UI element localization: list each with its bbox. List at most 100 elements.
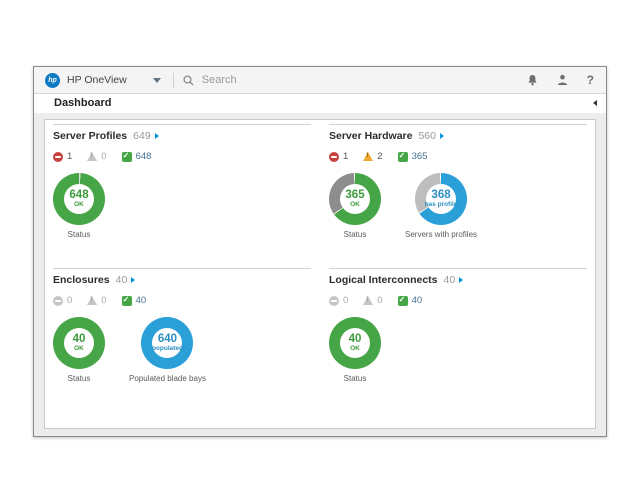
- user-icon[interactable]: [557, 74, 568, 86]
- blade-bays-donut[interactable]: 640 populated Populated blade bays: [129, 317, 206, 383]
- warning-count: 0: [377, 295, 383, 306]
- critical-icon: [329, 151, 339, 162]
- panel-count-link[interactable]: 649: [133, 130, 151, 142]
- critical-icon: [53, 295, 63, 306]
- critical-icon: [53, 151, 63, 162]
- warning-icon: [363, 152, 374, 161]
- ok-icon: [397, 295, 408, 306]
- search-input[interactable]: [199, 73, 504, 87]
- donut-sublabel: populated: [151, 345, 183, 352]
- donut-value: 40: [72, 332, 86, 345]
- warning-status[interactable]: 0: [87, 295, 107, 306]
- donut-label: Status: [67, 230, 91, 239]
- donut-value: 368: [431, 188, 451, 201]
- chevron-right-icon[interactable]: [131, 277, 136, 283]
- donut-value: 640: [157, 332, 178, 345]
- donut-label: Status: [343, 374, 367, 383]
- status-donut[interactable]: 648 OK Status: [53, 173, 105, 239]
- ok-icon: [121, 151, 132, 162]
- status-summary: 0 0 40: [329, 295, 587, 306]
- critical-count: 0: [67, 295, 73, 306]
- page-title: Dashboard: [54, 97, 112, 109]
- ok-count: 40: [135, 295, 147, 306]
- chevron-right-icon[interactable]: [440, 133, 444, 139]
- status-donut[interactable]: 40 OK Status: [329, 317, 381, 383]
- critical-count: 1: [67, 151, 73, 162]
- nav-band: Dashboard: [34, 94, 606, 112]
- ok-icon: [397, 151, 408, 162]
- ok-count: 40: [411, 295, 423, 306]
- donut-center: 648 OK: [64, 184, 94, 214]
- donut-value: 365: [345, 188, 365, 201]
- panel-title: Logical Interconnects: [329, 274, 438, 286]
- critical-count: 1: [343, 151, 349, 162]
- donut-value: 40: [348, 332, 362, 345]
- donut-center: 640 populated: [151, 328, 183, 358]
- help-icon[interactable]: ?: [586, 73, 594, 87]
- warning-count: 2: [377, 151, 383, 162]
- search-area: [183, 73, 527, 87]
- ok-icon: [121, 295, 132, 306]
- panel-title: Server Hardware: [329, 130, 413, 142]
- top-bar: hp HP OneView ?: [34, 67, 606, 94]
- donut-label: Status: [343, 230, 367, 239]
- donut-center: 40 OK: [64, 328, 94, 358]
- dashboard-panel: Server Profiles 649 1 0 648: [44, 119, 596, 429]
- donut-chart: 640 populated: [141, 317, 194, 369]
- donut-chart: 648 OK: [53, 173, 105, 225]
- donut-center: 365 OK: [340, 184, 370, 214]
- warning-count: 0: [101, 295, 107, 306]
- donut-center: 368 has profile: [425, 184, 457, 214]
- donut-label: Servers with profiles: [405, 230, 478, 239]
- critical-icon: [329, 295, 339, 306]
- divider: [172, 72, 174, 88]
- status-summary: 1 0 648: [53, 151, 311, 162]
- status-donut[interactable]: 365 OK Status: [329, 173, 381, 239]
- donut-chart: 368 has profile: [415, 173, 468, 225]
- donut-value: 648: [69, 188, 89, 201]
- donut-label: Status: [67, 374, 91, 383]
- status-summary: 0 0 40: [53, 295, 311, 306]
- critical-status[interactable]: 1: [53, 151, 72, 162]
- search-icon: [183, 74, 194, 86]
- chevron-right-icon[interactable]: [154, 133, 159, 139]
- ok-status[interactable]: 40: [397, 295, 423, 306]
- warning-status[interactable]: 0: [87, 151, 107, 162]
- warning-status[interactable]: 0: [363, 295, 383, 306]
- critical-status[interactable]: 1: [329, 151, 348, 162]
- donut-sublabel: OK: [350, 345, 360, 352]
- donut-center: 40 OK: [340, 328, 370, 358]
- panel-count-link[interactable]: 40: [443, 274, 456, 286]
- donut-sublabel: OK: [350, 201, 360, 208]
- critical-status[interactable]: 0: [53, 295, 72, 306]
- warning-status[interactable]: 2: [363, 151, 383, 162]
- top-bar-icons: ?: [527, 73, 594, 87]
- warning-icon: [87, 152, 98, 161]
- chevron-right-icon[interactable]: [459, 277, 464, 283]
- bell-icon[interactable]: [527, 74, 538, 86]
- ok-count: 648: [135, 151, 152, 162]
- donut-sublabel: OK: [74, 345, 84, 352]
- critical-count: 0: [343, 295, 349, 306]
- ok-status[interactable]: 40: [121, 295, 147, 306]
- donut-sublabel: OK: [74, 201, 84, 208]
- content-area: Server Profiles 649 1 0 648: [34, 113, 606, 436]
- warning-icon: [363, 296, 374, 305]
- status-donut[interactable]: 40 OK Status: [53, 317, 105, 383]
- donut-chart: 40 OK: [53, 317, 105, 369]
- ok-count: 365: [411, 151, 428, 162]
- profiles-donut[interactable]: 368 has profile Servers with profiles: [405, 173, 477, 239]
- warning-count: 0: [101, 151, 107, 162]
- donut-chart: 40 OK: [329, 317, 381, 369]
- ok-status[interactable]: 365: [397, 151, 428, 162]
- app-window: hp HP OneView ? Dashboard: [33, 66, 607, 437]
- panel-count-link[interactable]: 560: [418, 130, 436, 142]
- critical-status[interactable]: 0: [329, 295, 348, 306]
- panel-logical-interconnects: Logical Interconnects 40 0 0 40: [329, 268, 587, 422]
- hp-logo-icon: hp: [45, 72, 60, 88]
- ok-status[interactable]: 648: [121, 151, 152, 162]
- panel-server-profiles: Server Profiles 649 1 0 648: [53, 124, 311, 268]
- panel-count-link[interactable]: 40: [115, 274, 128, 286]
- collapse-left-icon[interactable]: [593, 100, 597, 106]
- chevron-down-icon[interactable]: [152, 77, 161, 83]
